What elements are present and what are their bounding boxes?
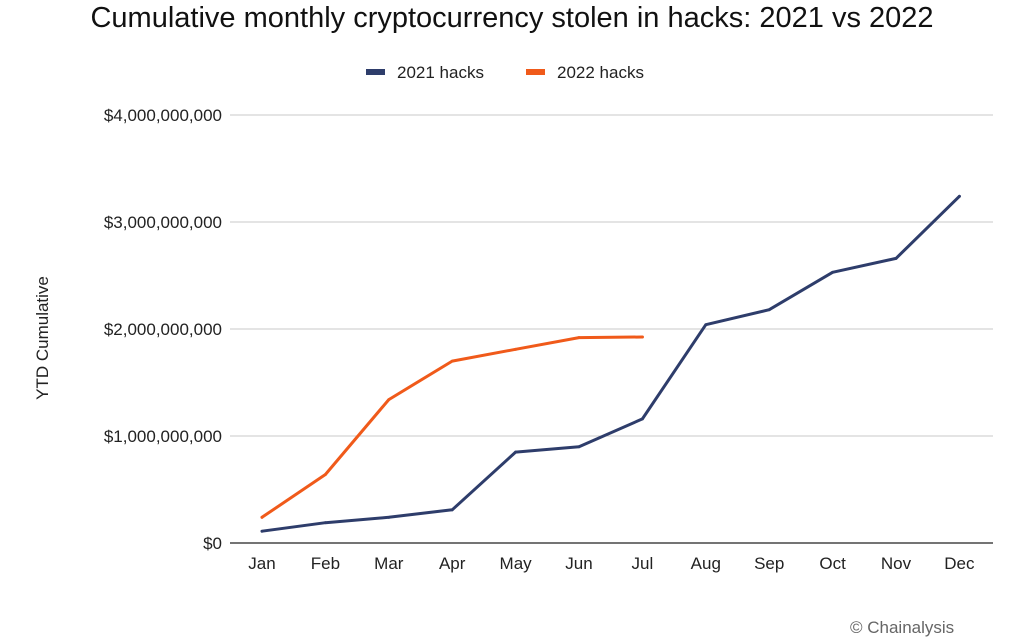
data-point (324, 521, 327, 525)
x-tick-label: Sep (754, 554, 784, 573)
y-tick-label: $2,000,000,000 (104, 320, 222, 339)
x-tick-label: Oct (819, 554, 846, 573)
x-tick-label: Mar (374, 554, 404, 573)
data-point (641, 417, 644, 421)
legend-swatch (366, 69, 385, 75)
gridlines (230, 114, 993, 544)
data-point (387, 398, 391, 402)
series-lines (260, 194, 961, 533)
x-tick-label: Feb (311, 554, 340, 573)
series-line-2022 (260, 335, 644, 519)
x-tick-label: Dec (944, 554, 975, 573)
data-point (260, 515, 264, 519)
chart-title: Cumulative monthly cryptocurrency stolen… (90, 2, 934, 34)
data-point (260, 529, 264, 533)
y-axis-ticks: $0 $1,000,000,000 $2,000,000,000 $3,000,000… (104, 106, 222, 553)
x-tick-label: Aug (691, 554, 721, 573)
x-tick-label: Nov (881, 554, 912, 573)
y-tick-label: $1,000,000,000 (104, 427, 222, 446)
data-point (958, 194, 961, 198)
series-line-2021 (260, 194, 961, 533)
data-point (894, 256, 898, 260)
x-tick-label: Jan (248, 554, 275, 573)
x-axis-ticks: Jan Feb Mar Apr May Jun Jul Aug Sep Oct Nov Dec (248, 554, 975, 573)
data-point (514, 347, 517, 351)
y-tick-label: $3,000,000,000 (104, 213, 222, 232)
watermark: © Chainalysis (850, 618, 955, 637)
data-point (577, 445, 581, 449)
legend-swatch (526, 69, 545, 75)
data-point (450, 508, 454, 512)
x-tick-label: Jun (565, 554, 592, 573)
legend-label: 2022 hacks (557, 63, 644, 82)
legend: 2021 hacks 2022 hacks (366, 63, 644, 82)
data-point (704, 323, 708, 327)
data-point (767, 308, 771, 312)
y-axis-label: YTD Cumulative (33, 276, 52, 400)
data-point (514, 450, 517, 454)
x-tick-label: Jul (632, 554, 654, 573)
data-point (387, 515, 391, 519)
data-point (577, 336, 581, 339)
data-point (324, 473, 327, 476)
y-tick-label: $0 (203, 534, 222, 553)
legend-label: 2021 hacks (397, 63, 484, 82)
x-tick-label: May (500, 554, 533, 573)
data-point (641, 335, 644, 339)
x-tick-label: Apr (439, 554, 466, 573)
y-tick-label: $4,000,000,000 (104, 106, 222, 125)
data-point (831, 270, 834, 274)
data-point (450, 359, 454, 363)
